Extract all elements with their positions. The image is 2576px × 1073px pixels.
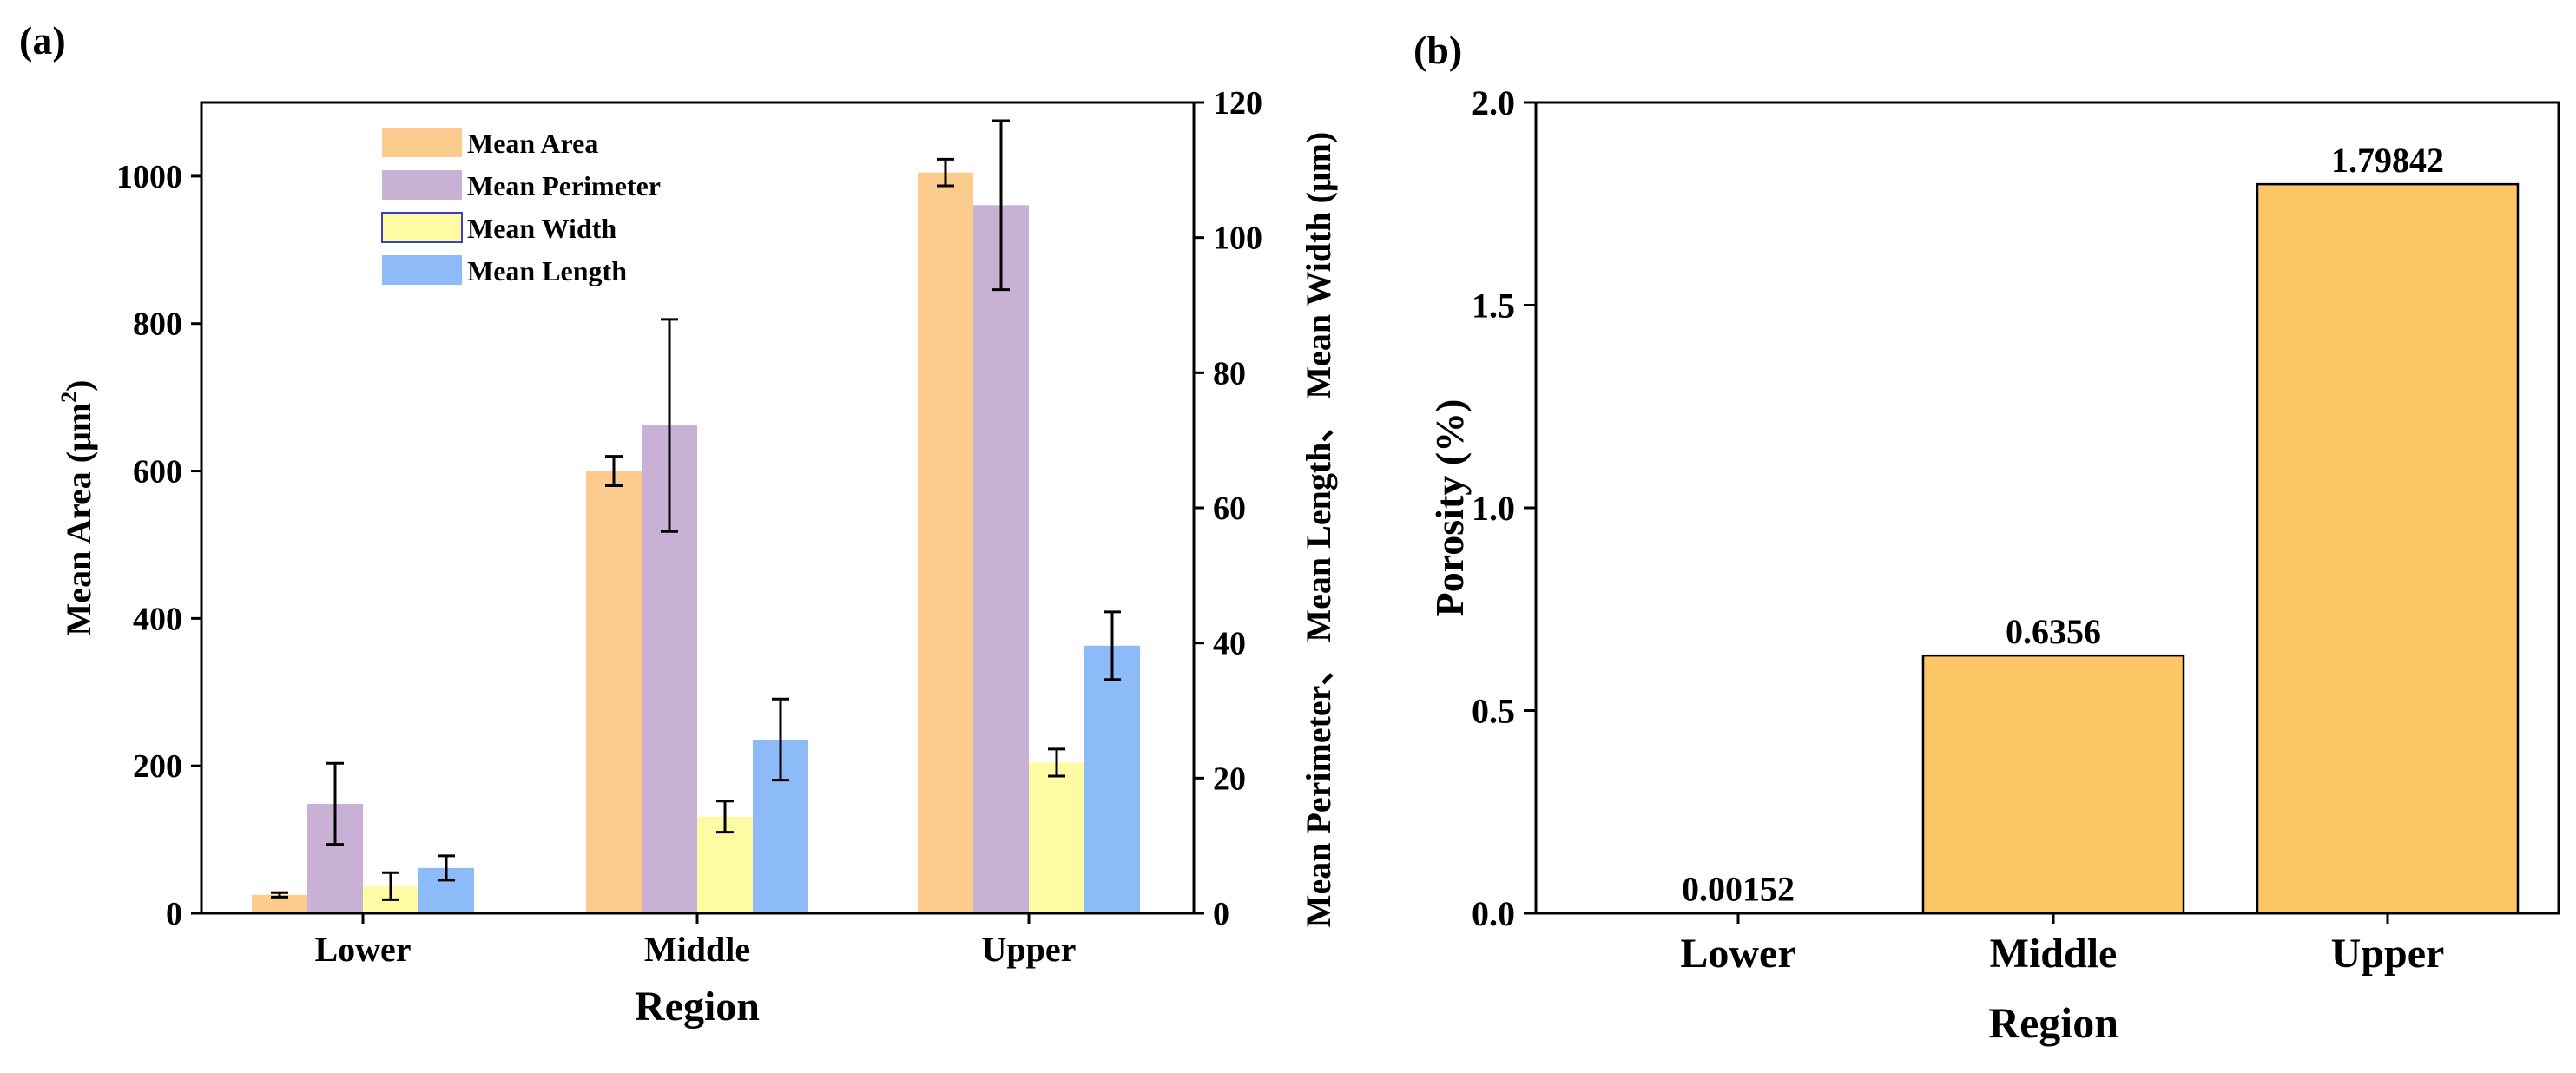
chart-a-right-axis-ticks: 0 20 40 60 80 100 120 — [1194, 85, 1262, 932]
left-axis-tick-label: 1000 — [116, 159, 182, 195]
right-axis-tick-label: 0 — [1213, 896, 1229, 932]
legend-swatch-mean-area — [382, 128, 462, 157]
left-axis-tick-label: 600 — [133, 454, 182, 490]
x-axis-tick-label-upper: Upper — [2331, 931, 2445, 977]
chart-a-right-axis-title: Mean Perimeter、 Mean Length、 Mean Width … — [1299, 132, 1338, 928]
chart-a-left-axis-ticks: 0 200 400 600 800 1000 — [116, 159, 201, 932]
bar-mean-length-upper — [1084, 645, 1140, 913]
bar-mean-perimeter-upper — [973, 205, 1029, 914]
right-axis-tick-label: 20 — [1213, 760, 1246, 797]
right-axis-tick-label: 80 — [1213, 355, 1246, 392]
error-bar-mean-area-lower — [271, 891, 288, 899]
legend-label-mean-area: Mean Area — [467, 128, 598, 159]
bar-mean-width-upper — [1029, 762, 1084, 913]
right-axis-tick-label: 60 — [1213, 490, 1246, 527]
error-bar-mean-length-upper — [1104, 610, 1121, 681]
chart-b-y-axis-title: Porosity (%) — [1427, 399, 1472, 617]
bar-mean-area-middle — [586, 471, 642, 913]
bar-porosity-upper — [2256, 182, 2520, 915]
chart-a-bars — [252, 172, 1140, 914]
x-axis-tick-label-middle: Middle — [1990, 931, 2118, 977]
data-label-upper: 1.79842 — [2331, 141, 2444, 180]
error-bar-mean-width-lower — [382, 871, 399, 901]
data-label-middle: 0.6356 — [2006, 612, 2101, 651]
error-bar-mean-length-lower — [438, 854, 455, 882]
chart-a-x-axis-ticks: Lower Middle Upper — [314, 913, 1076, 969]
x-axis-tick-label-lower: Lower — [314, 930, 411, 969]
chart-a-legend: Mean Area Mean Perimeter Mean Width Mean… — [381, 128, 661, 286]
chart-a-left-axis-title: Mean Area (μm2) — [56, 380, 98, 636]
legend-label-mean-width: Mean Width — [467, 213, 616, 244]
y-axis-tick-label: 0.5 — [1472, 692, 1515, 731]
error-bar-mean-width-middle — [716, 800, 734, 834]
right-axis-tick-label: 100 — [1213, 221, 1262, 257]
y-axis-tick-label: 1.0 — [1472, 489, 1515, 528]
chart-b-data-labels: 0.00152 0.6356 1.79842 — [1682, 141, 2444, 908]
chart-a-x-axis-title: Region — [635, 984, 760, 1030]
chart-b: (b) 0.00152 0.6356 1.79842 0.0 0.5 1.0 1.5 2.0… — [1413, 28, 2560, 1047]
bar-porosity-middle — [1921, 654, 2185, 915]
chart-a: (a) 0 200 400 600 800 1000 0 20 40 60 80 100 120 Lo… — [19, 18, 1338, 1030]
legend-swatch-mean-length — [382, 255, 462, 285]
chart-b-bars — [1606, 182, 2520, 915]
y-axis-tick-label: 2.0 — [1472, 83, 1515, 122]
error-bar-mean-perimeter-lower — [326, 761, 344, 846]
legend-swatch-mean-perimeter — [382, 170, 462, 200]
error-bar-mean-perimeter-middle — [661, 318, 678, 533]
left-axis-tick-label: 800 — [133, 306, 182, 343]
chart-a-error-bars — [271, 119, 1121, 901]
y-axis-tick-label: 1.5 — [1472, 286, 1515, 326]
chart-a-panel-label: (a) — [19, 18, 66, 63]
chart-b-panel-label: (b) — [1413, 28, 1462, 72]
error-bar-mean-width-upper — [1048, 747, 1065, 778]
x-axis-tick-label-lower: Lower — [1680, 931, 1795, 977]
error-bar-mean-length-middle — [772, 697, 789, 782]
chart-b-x-axis-ticks: Lower Middle Upper — [1680, 913, 2444, 977]
right-axis-tick-label: 40 — [1213, 626, 1246, 662]
chart-b-y-axis-ticks: 0.0 0.5 1.0 1.5 2.0 — [1472, 83, 1536, 933]
left-axis-tick-label: 200 — [133, 748, 182, 785]
error-bar-mean-area-upper — [937, 157, 954, 188]
x-axis-tick-label-middle: Middle — [644, 930, 750, 969]
legend-label-mean-perimeter: Mean Perimeter — [467, 170, 661, 201]
legend-label-mean-length: Mean Length — [467, 255, 627, 286]
data-label-lower: 0.00152 — [1682, 869, 1795, 908]
error-bar-mean-area-middle — [605, 455, 623, 488]
left-axis-tick-label: 0 — [166, 896, 182, 932]
legend-swatch-mean-width — [381, 212, 463, 243]
chart-b-x-axis-title: Region — [1988, 998, 2118, 1047]
left-axis-tick-label: 400 — [133, 601, 182, 637]
y-axis-tick-label: 0.0 — [1472, 894, 1515, 933]
x-axis-tick-label-upper: Upper — [982, 930, 1077, 969]
error-bar-mean-perimeter-upper — [992, 119, 1010, 292]
right-axis-tick-label: 120 — [1213, 85, 1262, 122]
bar-mean-area-lower — [252, 894, 307, 913]
bar-mean-area-upper — [918, 172, 973, 913]
